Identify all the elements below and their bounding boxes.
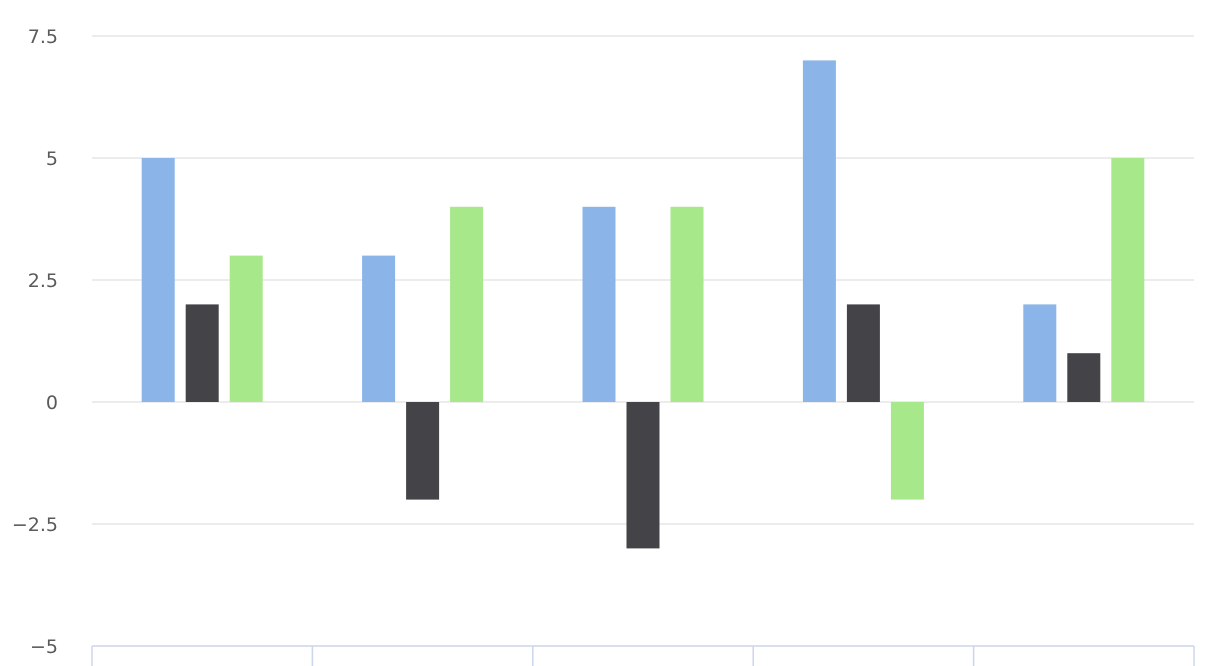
y-tick-label: 0 — [46, 392, 58, 414]
bar[interactable] — [670, 206, 704, 402]
bar[interactable] — [890, 402, 924, 500]
bar[interactable] — [229, 255, 263, 402]
bar[interactable] — [802, 60, 836, 403]
bar[interactable] — [185, 304, 219, 402]
bar[interactable] — [450, 206, 484, 402]
y-tick-label: −5 — [30, 636, 58, 658]
bar[interactable] — [406, 402, 440, 500]
y-tick-label: 2.5 — [28, 270, 58, 292]
y-tick-label: 7.5 — [28, 26, 58, 48]
bar[interactable] — [362, 255, 396, 402]
bar[interactable] — [626, 402, 660, 549]
y-axis: 7.5 5 2.5 0 −2.5 −5 — [12, 26, 58, 658]
bar[interactable] — [1111, 158, 1145, 402]
bar[interactable] — [1023, 304, 1057, 402]
y-tick-label: −2.5 — [12, 514, 58, 536]
y-tick-label: 5 — [46, 148, 58, 170]
bar[interactable] — [582, 206, 616, 402]
bars — [141, 60, 1145, 549]
bar[interactable] — [141, 158, 175, 402]
bar[interactable] — [1067, 353, 1101, 402]
bar[interactable] — [846, 304, 880, 402]
x-axis — [91, 645, 1195, 666]
